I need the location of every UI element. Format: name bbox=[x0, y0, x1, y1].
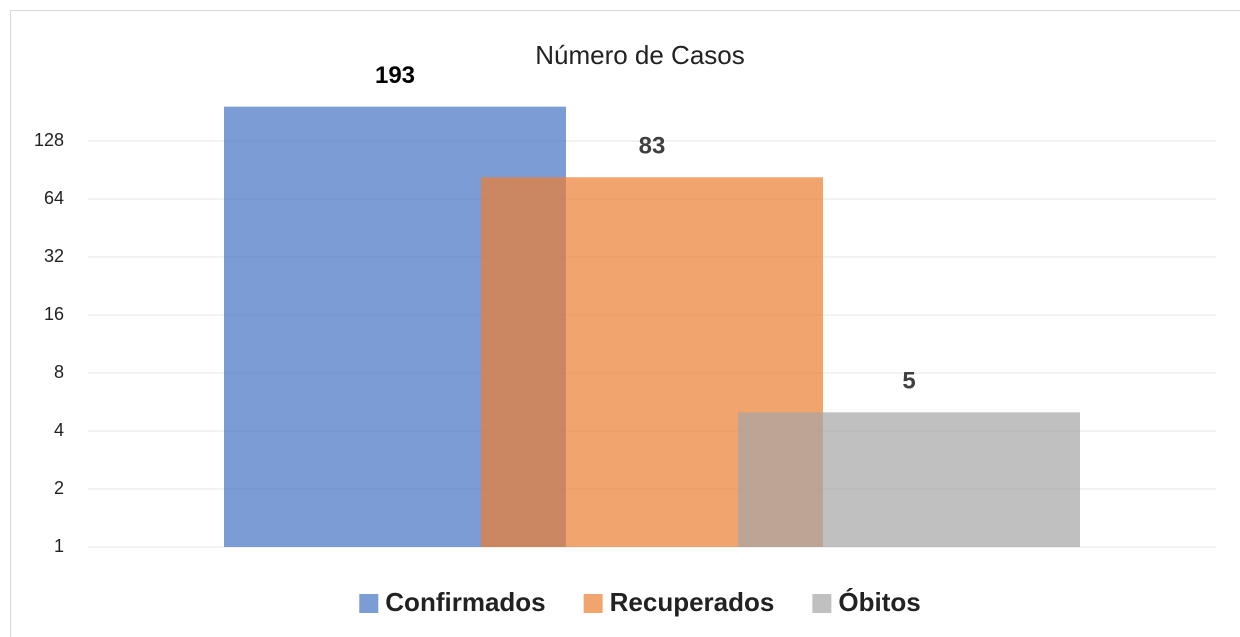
legend-swatch bbox=[359, 594, 379, 613]
y-tick-label: 1 bbox=[54, 536, 64, 556]
data-label: 5 bbox=[902, 368, 915, 395]
y-tick-label: 4 bbox=[54, 420, 64, 440]
bar bbox=[738, 412, 1080, 547]
legend-label: Óbitos bbox=[838, 587, 920, 617]
legend-swatch bbox=[583, 594, 603, 613]
legend-swatch bbox=[812, 594, 832, 613]
chart-title: Número de Casos bbox=[535, 40, 745, 70]
y-tick-label: 32 bbox=[44, 246, 64, 266]
y-tick-label: 128 bbox=[34, 130, 64, 150]
y-tick-label: 16 bbox=[44, 304, 64, 324]
y-tick-label: 64 bbox=[44, 188, 64, 208]
data-label: 193 bbox=[375, 62, 415, 89]
legend-label: Confirmados bbox=[385, 587, 545, 617]
legend-label: Recuperados bbox=[610, 587, 775, 617]
data-label: 83 bbox=[639, 133, 666, 160]
y-tick-label: 8 bbox=[54, 362, 64, 382]
y-tick-label: 2 bbox=[54, 478, 64, 498]
